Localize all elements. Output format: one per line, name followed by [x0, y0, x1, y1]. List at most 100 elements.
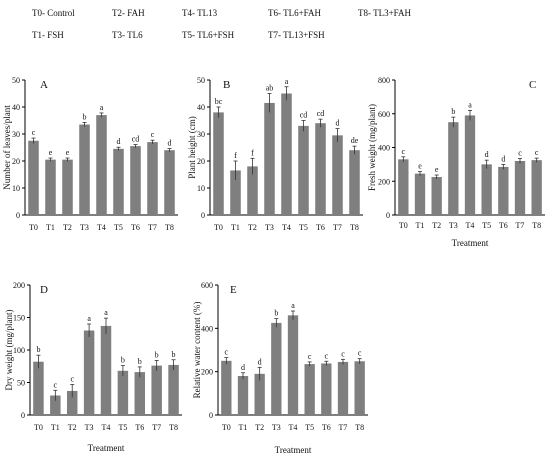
- bar: [254, 373, 265, 415]
- x-tick-label: T2: [68, 423, 77, 432]
- x-tick-label: T1: [51, 423, 60, 432]
- y-tick-label: 10: [197, 184, 205, 193]
- significance-letter: a: [87, 314, 91, 323]
- y-tick-label: 200: [201, 368, 213, 377]
- x-tick-label: T8: [350, 223, 359, 232]
- chart-dry-weight: 0 50 100 150 200 Dry weight (mg/plant) Db T0 c T1…: [4, 281, 182, 453]
- bar: [117, 370, 129, 415]
- legend-item: T6- TL6+FAH: [268, 8, 321, 18]
- bar: [237, 376, 249, 415]
- significance-letter: a: [285, 77, 289, 86]
- panel-letter: E: [230, 284, 237, 296]
- x-tick-label: T8: [169, 423, 178, 432]
- x-tick-label: T8: [355, 423, 364, 432]
- x-tick-label: T3: [85, 423, 94, 432]
- y-tick-label: 40: [12, 103, 20, 112]
- x-tick-label: T0: [214, 223, 223, 232]
- significance-letter: de: [351, 136, 359, 145]
- y-tick-label: 200: [13, 281, 25, 290]
- x-tick-label: T4: [97, 223, 106, 232]
- significance-letter: cd: [300, 111, 308, 120]
- bar: [287, 315, 299, 415]
- y-axis-title: Relative water content (%): [192, 302, 202, 399]
- bar: [354, 361, 365, 415]
- bar: [332, 135, 343, 215]
- significance-letter: b: [121, 356, 125, 365]
- significance-letter: b: [274, 309, 278, 318]
- x-tick-label: T7: [333, 223, 342, 232]
- y-tick-label: 150: [13, 314, 25, 323]
- y-tick-label: 0: [209, 411, 213, 420]
- bar: [113, 148, 124, 215]
- significance-letter: b: [138, 357, 142, 366]
- significance-letter: cd: [317, 109, 325, 118]
- bar: [247, 166, 258, 215]
- bar: [96, 115, 107, 215]
- significance-letter: c: [341, 349, 345, 358]
- significance-letter: c: [54, 380, 58, 389]
- bar: [66, 390, 78, 415]
- x-tick-label: T5: [114, 223, 123, 232]
- legend-item: T1- FSH: [32, 30, 64, 40]
- significance-letter: f: [251, 148, 254, 157]
- y-tick-label: 0: [386, 211, 390, 220]
- bar: [147, 142, 158, 215]
- bar: [281, 93, 292, 215]
- x-tick-label: T3: [272, 423, 281, 432]
- y-tick-label: 10: [12, 184, 20, 193]
- significance-letter: c: [325, 351, 329, 360]
- legend-item: T7- TL13+FSH: [268, 30, 325, 40]
- significance-letter: e: [435, 165, 439, 174]
- bar: [349, 150, 360, 215]
- significance-letter: b: [172, 350, 176, 359]
- chart-water-content: 0 200 400 600 Relative water content (%) Ec T0…: [192, 281, 368, 455]
- significance-letter: c: [70, 374, 74, 383]
- bar: [264, 102, 275, 215]
- x-tick-label: T1: [416, 221, 425, 230]
- significance-letter: d: [241, 363, 245, 372]
- y-axis-title: Number of leaves/plant: [2, 105, 12, 190]
- x-tick-label: T0: [222, 423, 231, 432]
- significance-letter: b: [155, 350, 159, 359]
- bar: [79, 124, 90, 215]
- bar: [431, 177, 442, 215]
- significance-letter: d: [117, 137, 121, 146]
- bar: [130, 146, 141, 215]
- y-tick-label: 200: [378, 177, 390, 186]
- bar: [134, 372, 146, 415]
- chart-fresh-weight: 0 200 400 600 800 Fresh weight (mg/plant) Cc T0…: [367, 76, 545, 248]
- bar: [498, 166, 509, 215]
- bar: [45, 159, 56, 215]
- y-tick-label: 50: [17, 379, 25, 388]
- y-tick-label: 100: [13, 346, 25, 355]
- x-tick-label: T4: [289, 423, 298, 432]
- x-tick-label: T0: [34, 423, 43, 432]
- bar: [321, 363, 332, 415]
- legend-item: T2- FAH: [112, 8, 145, 18]
- significance-letter: b: [451, 107, 455, 116]
- x-tick-label: T0: [29, 223, 38, 232]
- chart-plant-height: 0 10 20 30 40 50 Plant height (cm) Bbc T0 f T1 f T2 a…: [187, 76, 363, 232]
- significance-letter: d: [168, 139, 172, 148]
- bar: [230, 170, 241, 215]
- bar: [62, 159, 73, 215]
- x-tick-label: T8: [165, 223, 174, 232]
- bar: [100, 325, 112, 415]
- significance-letter: a: [100, 103, 104, 112]
- y-tick-label: 400: [378, 144, 390, 153]
- bar: [298, 125, 309, 215]
- x-tick-label: T4: [282, 223, 291, 232]
- x-tick-label: T3: [80, 223, 89, 232]
- legend-item: T8- TL3+FAH: [358, 8, 411, 18]
- y-axis-title: Dry weight (mg/plant): [4, 310, 14, 391]
- y-tick-label: 30: [197, 130, 205, 139]
- significance-letter: c: [151, 130, 155, 139]
- bar: [271, 322, 282, 415]
- bar: [151, 365, 162, 415]
- y-tick-label: 800: [378, 76, 390, 85]
- x-tick-label: T2: [63, 223, 72, 232]
- bar: [414, 173, 426, 215]
- chart-leaves: 0 10 20 30 40 50 Number of leaves/plant Ac T0 e T1…: [2, 76, 178, 232]
- significance-letter: ab: [266, 84, 274, 93]
- y-tick-label: 0: [21, 411, 25, 420]
